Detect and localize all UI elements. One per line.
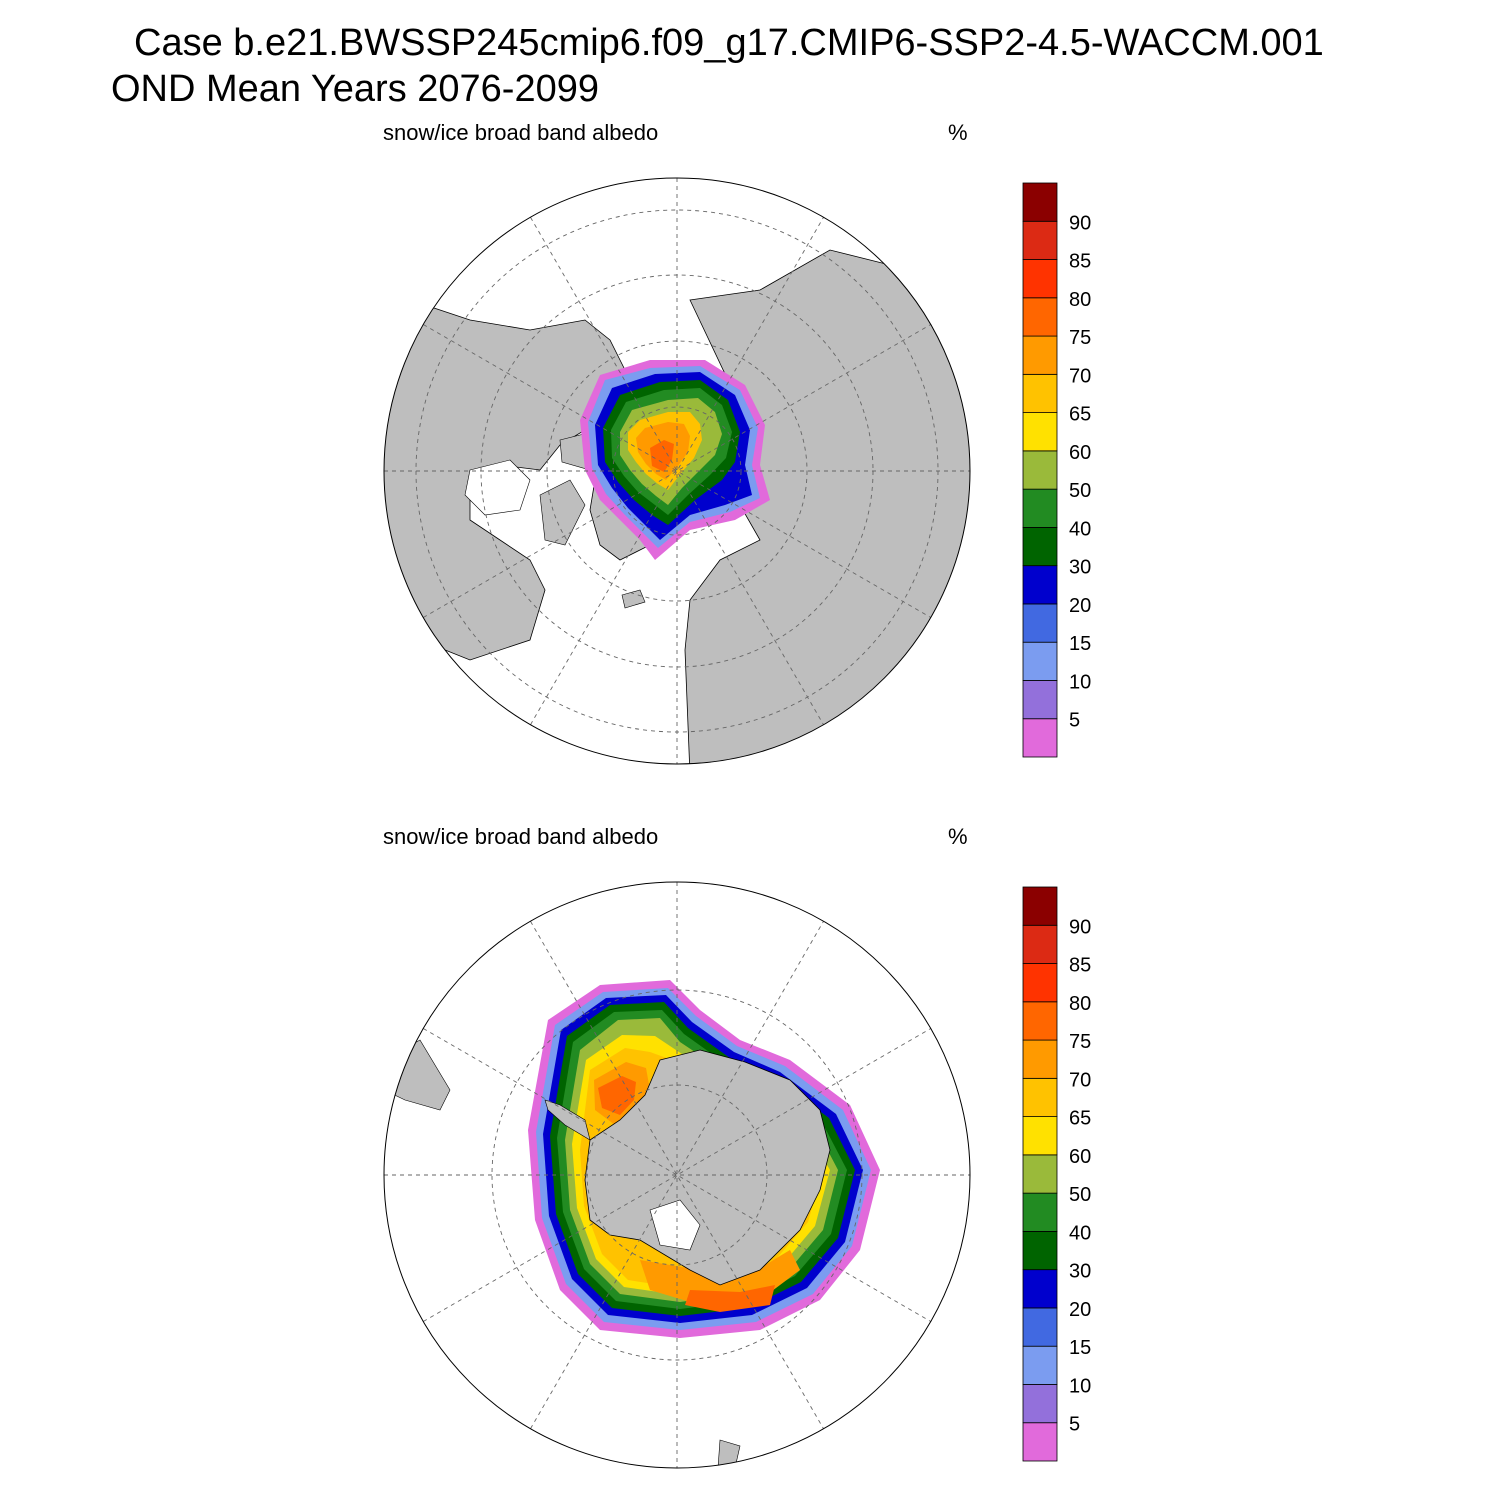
colorbar-tick-label: 80 (1069, 993, 1091, 1015)
colorbar-swatch (1022, 1001, 1058, 1041)
colorbar-tick-label: 40 (1069, 518, 1091, 540)
north-map-border (383, 177, 971, 765)
colorbar-swatch (1022, 1154, 1058, 1194)
colorbar-swatch (1022, 1039, 1058, 1079)
colorbar-tick-label: 10 (1069, 671, 1091, 693)
ross-ice-shelf (649, 1199, 701, 1251)
colorbar-swatch (1022, 565, 1058, 605)
colorbar-swatch (1022, 297, 1058, 337)
colorbar-tick-label: 30 (1069, 557, 1091, 579)
colorbar-swatch (1022, 641, 1058, 681)
colorbar-swatch (1022, 259, 1058, 299)
colorbar-swatch (1022, 886, 1058, 926)
colorbar-tick-label: 5 (1069, 1414, 1080, 1436)
colorbar-swatch (1022, 963, 1058, 1003)
colorbar-tick-label: 65 (1069, 1108, 1091, 1130)
north-polar-map (383, 177, 971, 765)
iceland (621, 589, 646, 609)
colorbar-swatch (1022, 603, 1058, 643)
south-colorbar: 5 10 15 20 30 40 50 60 65 70 75 80 85 90 (1022, 886, 1091, 1462)
colorbar-tick-label: 60 (1069, 442, 1091, 464)
colorbar-swatch (1022, 412, 1058, 452)
colorbar-tick-label: 5 (1069, 710, 1080, 732)
north-units-label: % (948, 120, 968, 145)
colorbar-swatch (1022, 1307, 1058, 1347)
new-zealand (717, 1439, 741, 1468)
colorbar-swatch (1022, 373, 1058, 414)
antarctic-peninsula (544, 1099, 591, 1141)
north-graticule (384, 178, 970, 764)
colorbar-tick-label: 65 (1069, 404, 1091, 426)
case-title: Case b.e21.BWSSP245cmip6.f09_g17.CMIP6-S… (134, 22, 1324, 64)
south-graticule (384, 882, 970, 1468)
north-colorbar: 5 10 15 20 30 40 50 60 65 70 75 80 85 90 (1022, 182, 1091, 758)
hudson-bay (464, 459, 531, 516)
baffin-island (539, 479, 586, 546)
colorbar-swatch (1022, 527, 1058, 567)
colorbar-tick-label: 50 (1069, 480, 1091, 502)
colorbar-swatch (1022, 1345, 1058, 1385)
colorbar-swatch (1022, 1077, 1058, 1118)
colorbar-tick-label: 85 (1069, 251, 1091, 273)
colorbar-swatch (1022, 335, 1058, 375)
south-land (384, 1039, 831, 1468)
colorbar-swatch (1022, 1384, 1058, 1424)
colorbar-tick-label: 60 (1069, 1146, 1091, 1168)
colorbar-swatch (1022, 488, 1058, 528)
colorbar-swatch (1022, 182, 1058, 222)
colorbar-swatch (1022, 680, 1058, 720)
colorbar-tick-label: 75 (1069, 1031, 1091, 1053)
colorbar-tick-label: 20 (1069, 1299, 1091, 1321)
sea-ice-band-75 (650, 440, 674, 472)
colorbar-tick-label: 30 (1069, 1261, 1091, 1283)
colorbar-swatch (1022, 1422, 1058, 1462)
colorbar-tick-label: 15 (1069, 633, 1091, 655)
antarctica (584, 1049, 831, 1286)
colorbar-swatch (1022, 1231, 1058, 1271)
colorbar-tick-label: 75 (1069, 327, 1091, 349)
north-sea-ice-field (580, 360, 770, 560)
colorbar-tick-label: 70 (1069, 365, 1091, 387)
north-variable-label: snow/ice broad band albedo (383, 120, 659, 145)
colorbar-tick-label: 90 (1069, 916, 1091, 938)
colorbar-tick-label: 85 (1069, 955, 1091, 977)
colorbar-swatch (1022, 450, 1058, 490)
south-units-label: % (948, 824, 968, 849)
colorbar-tick-label: 70 (1069, 1069, 1091, 1091)
colorbar-swatch (1022, 718, 1058, 758)
colorbar-tick-label: 50 (1069, 1184, 1091, 1206)
colorbar-tick-label: 10 (1069, 1375, 1091, 1397)
period-title: OND Mean Years 2076-2099 (111, 68, 599, 110)
colorbar-tick-label: 80 (1069, 289, 1091, 311)
colorbar-tick-label: 20 (1069, 595, 1091, 617)
colorbar-tick-label: 90 (1069, 212, 1091, 234)
colorbar-swatch (1022, 1192, 1058, 1232)
weddell-band-75 (598, 1076, 636, 1115)
colorbar-tick-label: 40 (1069, 1222, 1091, 1244)
colorbar-swatch (1022, 220, 1058, 260)
south-variable-label: snow/ice broad band albedo (383, 824, 659, 849)
south-map-border (383, 881, 971, 1469)
colorbar-swatch (1022, 1116, 1058, 1156)
south-polar-map (383, 881, 971, 1469)
colorbar-swatch (1022, 1269, 1058, 1309)
colorbar-tick-label: 15 (1069, 1337, 1091, 1359)
colorbar-swatch (1022, 924, 1058, 964)
